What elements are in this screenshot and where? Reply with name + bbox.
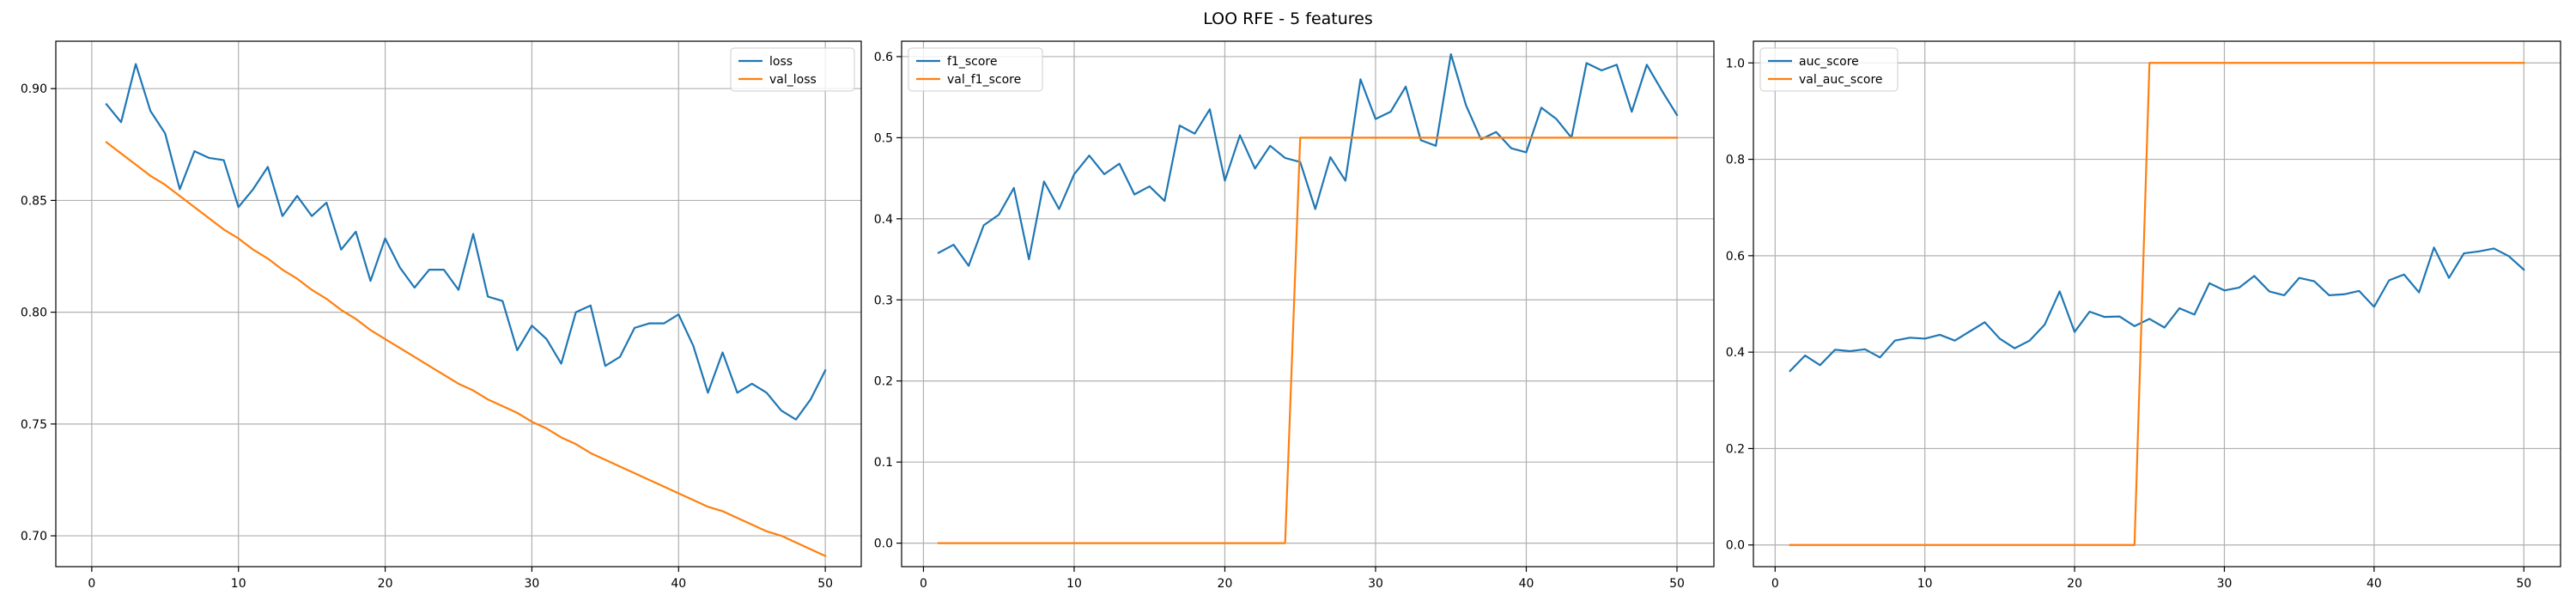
loss-x-tick-label: 0 bbox=[88, 577, 95, 591]
f1-score-legend-label: f1_score bbox=[947, 55, 997, 69]
auc-score-y-tick-label: 0.8 bbox=[1726, 154, 1745, 167]
loss-y-tick-label: 0.70 bbox=[21, 530, 47, 543]
f1-score-y-tick-label: 0.6 bbox=[874, 51, 893, 64]
f1-score-x-tick-label: 30 bbox=[1368, 577, 1383, 591]
f1-score-series-val-f1-score bbox=[937, 137, 1679, 544]
loss-x-tick-label: 50 bbox=[817, 577, 833, 591]
f1-score-legend-box bbox=[908, 47, 1043, 92]
f1-score-y-tick-label: 0.1 bbox=[874, 456, 893, 470]
loss-legend: loss val_loss bbox=[730, 47, 855, 92]
subplot-loss: 0 10 20 30 40 50 0.70 0.75 0.80 0.85 0.90 loss val_l… bbox=[21, 40, 862, 591]
auc-score-y-tick-label: 0.6 bbox=[1726, 250, 1745, 264]
loss-legend-box bbox=[730, 47, 855, 92]
f1-score-axes-frame bbox=[901, 40, 1715, 568]
f1-score-y-tick-label: 0.4 bbox=[874, 213, 893, 227]
loss-y-tick-label: 0.80 bbox=[21, 307, 47, 320]
loss-legend-label: val_loss bbox=[769, 73, 817, 87]
loss-x-tick-label: 30 bbox=[525, 577, 540, 591]
auc-score-y-tick-label: 1.0 bbox=[1726, 57, 1745, 70]
loss-axes-frame bbox=[55, 40, 862, 568]
auc-score-x-tick-label: 30 bbox=[2217, 577, 2233, 591]
auc-score-axes-frame bbox=[1753, 40, 2561, 568]
f1-score-y-tick-label: 0.2 bbox=[874, 375, 893, 389]
f1-score-y-tick-label: 0.5 bbox=[874, 131, 893, 145]
f1-score-y-tick-label: 0.0 bbox=[874, 537, 893, 551]
auc-score-x-tick-label: 0 bbox=[1771, 577, 1779, 591]
auc-score-y-tick-label: 0.2 bbox=[1726, 442, 1745, 456]
auc-score-y-tick-label: 0.4 bbox=[1726, 346, 1745, 360]
auc-score-legend-box bbox=[1759, 47, 1899, 92]
loss-y-tick-label: 0.75 bbox=[21, 418, 47, 432]
loss-legend-label: loss bbox=[769, 55, 793, 69]
f1-score-y-tick-label: 0.3 bbox=[874, 294, 893, 307]
auc-score-x-tick-label: 10 bbox=[1917, 577, 1933, 591]
f1-score-legend-label: val_f1_score bbox=[947, 73, 1021, 87]
f1-score-x-tick-label: 20 bbox=[1218, 577, 1233, 591]
loss-y-tick-label: 0.85 bbox=[21, 194, 47, 208]
loss-x-tick-label: 10 bbox=[231, 577, 246, 591]
loss-x-tick-label: 40 bbox=[671, 577, 686, 591]
f1-score-series-f1-score bbox=[937, 53, 1679, 267]
figure-title: LOO RFE - 5 features bbox=[1203, 9, 1373, 28]
auc-score-x-tick-label: 50 bbox=[2516, 577, 2531, 591]
auc-score-series-val-auc-score bbox=[1789, 62, 2525, 546]
f1-score-x-tick-label: 10 bbox=[1066, 577, 1082, 591]
f1-score-legend: f1_score val_f1_score bbox=[908, 47, 1043, 92]
auc-score-y-tick-label: 0.0 bbox=[1726, 539, 1745, 553]
f1-score-x-tick-label: 50 bbox=[1669, 577, 1685, 591]
f1-score-x-tick-label: 0 bbox=[920, 577, 927, 591]
auc-score-series-auc-score bbox=[1789, 246, 2525, 373]
subplot-auc-score: 0 10 20 30 40 50 0.0 0.2 0.4 0.6 0.8 1.0 auc_scoreva… bbox=[1726, 40, 2561, 591]
loss-series-val-loss bbox=[105, 141, 827, 557]
auc-score-legend: auc_score val_auc_score bbox=[1759, 47, 1899, 92]
auc-score-x-tick-label: 20 bbox=[2067, 577, 2082, 591]
loss-series-loss bbox=[105, 63, 827, 421]
auc-score-legend-label: val_auc_score bbox=[1799, 73, 1883, 87]
auc-score-x-tick-label: 40 bbox=[2366, 577, 2382, 591]
subplot-f1-score: 0 10 20 30 40 50 0.0 0.1 0.2 0.3 0.4 0.5 0.6 f1_score… bbox=[874, 40, 1715, 591]
loss-y-tick-label: 0.90 bbox=[21, 82, 47, 96]
loss-x-tick-label: 20 bbox=[378, 577, 393, 591]
f1-score-x-tick-label: 40 bbox=[1519, 577, 1534, 591]
auc-score-legend-label: auc_score bbox=[1799, 55, 1859, 69]
